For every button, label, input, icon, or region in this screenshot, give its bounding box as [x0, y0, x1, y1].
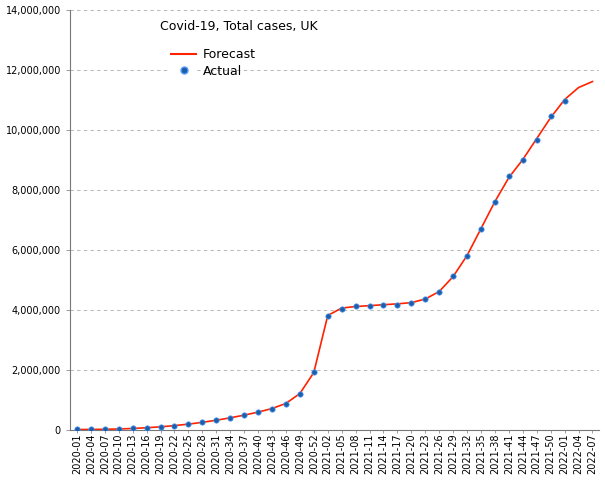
Forecast: [561, 96, 568, 102]
Forecast: [463, 252, 471, 258]
Actual: [253, 408, 263, 416]
Forecast: [185, 421, 192, 427]
Forecast: [575, 84, 582, 90]
Actual: [434, 288, 444, 296]
Actual: [183, 420, 193, 428]
Actual: [211, 417, 221, 424]
Forecast: [296, 391, 304, 396]
Forecast: [157, 424, 164, 430]
Forecast: [310, 370, 318, 375]
Forecast: [87, 427, 94, 432]
Forecast: [143, 425, 150, 431]
Line: Forecast: Forecast: [77, 82, 592, 430]
Text: Covid-19, Total cases, UK: Covid-19, Total cases, UK: [160, 20, 318, 33]
Actual: [504, 172, 514, 180]
Actual: [281, 400, 291, 408]
Forecast: [283, 400, 290, 406]
Forecast: [519, 156, 526, 162]
Forecast: [352, 304, 359, 310]
Forecast: [73, 427, 80, 432]
Actual: [72, 426, 82, 433]
Actual: [448, 273, 458, 280]
Forecast: [477, 226, 485, 231]
Actual: [142, 424, 151, 432]
Forecast: [547, 115, 554, 120]
Forecast: [198, 420, 206, 425]
Forecast: [450, 274, 457, 279]
Forecast: [255, 409, 262, 415]
Forecast: [324, 312, 332, 318]
Actual: [295, 390, 305, 397]
Actual: [546, 113, 555, 120]
Actual: [225, 414, 235, 422]
Actual: [407, 299, 416, 307]
Actual: [351, 302, 361, 310]
Actual: [323, 312, 333, 320]
Actual: [393, 301, 402, 309]
Forecast: [491, 199, 499, 204]
Actual: [197, 419, 207, 426]
Forecast: [380, 302, 387, 308]
Actual: [476, 225, 486, 233]
Actual: [240, 411, 249, 419]
Actual: [560, 97, 569, 105]
Actual: [100, 425, 110, 433]
Forecast: [436, 288, 443, 294]
Forecast: [226, 415, 234, 420]
Actual: [267, 405, 277, 413]
Actual: [365, 302, 374, 310]
Actual: [532, 136, 541, 144]
Forecast: [408, 300, 415, 305]
Actual: [462, 252, 472, 260]
Actual: [86, 426, 96, 433]
Forecast: [171, 423, 178, 429]
Forecast: [338, 305, 345, 311]
Forecast: [101, 426, 108, 432]
Legend: Forecast, Actual: Forecast, Actual: [166, 43, 261, 83]
Actual: [169, 422, 179, 430]
Forecast: [366, 303, 373, 309]
Forecast: [422, 296, 429, 302]
Forecast: [505, 175, 512, 180]
Forecast: [589, 79, 596, 84]
Actual: [114, 425, 123, 432]
Forecast: [115, 426, 122, 432]
Forecast: [241, 412, 248, 418]
Actual: [337, 305, 347, 312]
Actual: [128, 425, 137, 432]
Forecast: [394, 301, 401, 307]
Actual: [420, 295, 430, 303]
Actual: [309, 369, 319, 376]
Actual: [379, 301, 388, 309]
Forecast: [269, 406, 276, 411]
Forecast: [212, 417, 220, 423]
Actual: [490, 198, 500, 206]
Actual: [518, 156, 528, 163]
Forecast: [533, 136, 540, 142]
Forecast: [129, 426, 136, 432]
Actual: [155, 423, 165, 431]
